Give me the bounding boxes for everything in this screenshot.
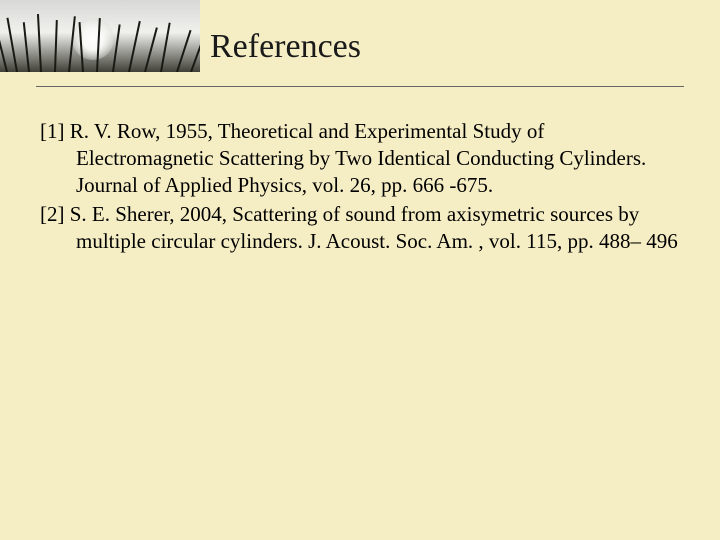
- header-area: References: [0, 0, 720, 92]
- wheat-silhouette: [0, 12, 200, 72]
- title-underline: [36, 86, 684, 87]
- ref-text: R. V. Row, 1955, Theoretical and Experim…: [70, 119, 647, 197]
- slide-title: References: [210, 28, 361, 66]
- header-image-wheat: [0, 0, 200, 72]
- ref-num: [1]: [40, 119, 65, 143]
- ref-text: S. E. Sherer, 2004, Scattering of sound …: [70, 202, 678, 253]
- content-area: [1] R. V. Row, 1955, Theoretical and Exp…: [0, 92, 720, 254]
- reference-item: [1] R. V. Row, 1955, Theoretical and Exp…: [40, 118, 680, 199]
- ref-num: [2]: [40, 202, 65, 226]
- reference-item: [2] S. E. Sherer, 2004, Scattering of so…: [40, 201, 680, 255]
